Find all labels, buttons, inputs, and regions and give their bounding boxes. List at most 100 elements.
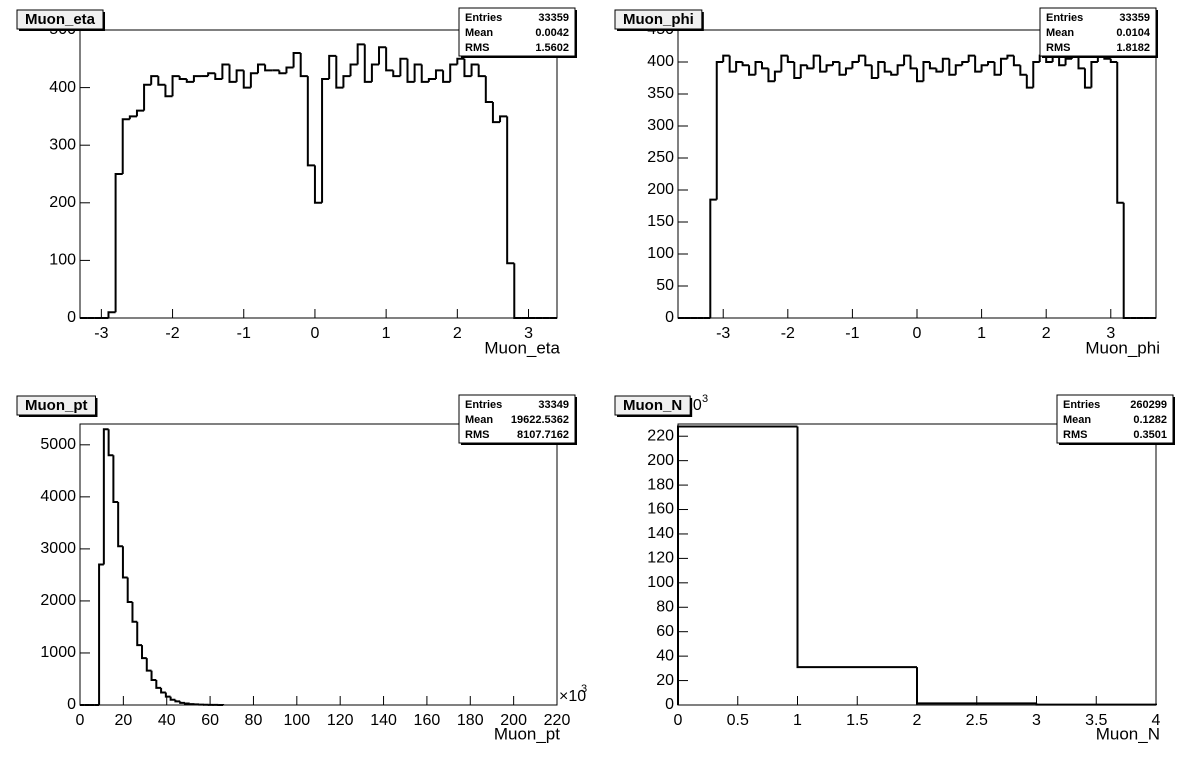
histogram-bin	[442, 70, 451, 83]
y-tick-label: 120	[647, 550, 674, 567]
x-tick-label: 1	[977, 325, 986, 342]
stats-label: RMS	[1046, 42, 1070, 54]
histogram-bin	[207, 72, 216, 77]
histogram-bin	[363, 44, 372, 83]
histogram-bin	[143, 83, 152, 111]
histogram-bin	[128, 115, 137, 120]
histogram-bin	[174, 699, 181, 703]
stats-value: 1.8182	[1116, 42, 1150, 54]
histogram-bin	[1077, 55, 1085, 70]
histogram-bin	[786, 55, 795, 63]
y-tick-label: 0	[665, 309, 674, 326]
histogram-bin	[313, 165, 323, 204]
histogram-bin	[221, 63, 230, 79]
y-tick-label: 5000	[40, 436, 76, 453]
histogram-bin	[392, 70, 401, 78]
histogram-bin	[299, 53, 308, 78]
histogram-bin	[164, 692, 171, 698]
y-tick-label: 50	[656, 277, 674, 294]
histogram-bin	[114, 173, 123, 313]
histogram-bin	[735, 61, 743, 72]
y-tick-label: 0	[67, 696, 76, 713]
histogram-bin	[870, 65, 879, 79]
histogram-bin	[961, 61, 969, 66]
x-tick-label: 0	[674, 712, 683, 729]
histogram-bin	[256, 63, 266, 74]
histogram-bin	[1090, 61, 1098, 88]
histogram-bin	[117, 502, 123, 548]
stats-value: 0.0104	[1116, 27, 1151, 39]
histogram-bin	[278, 70, 287, 75]
histogram-bin	[264, 64, 273, 72]
x-tick-label: 220	[544, 712, 571, 729]
stats-value: 33359	[538, 12, 569, 24]
histogram-bin	[1116, 62, 1124, 204]
histogram-bin	[306, 76, 315, 167]
histogram-bin	[999, 57, 1008, 75]
x-scale-power: 3	[581, 683, 587, 695]
histogram-bin	[980, 64, 989, 72]
histogram-bin	[107, 429, 114, 457]
x-tick-label: -1	[237, 325, 251, 342]
x-tick-label: 0	[913, 325, 922, 342]
stats-value: 0.0042	[535, 27, 569, 39]
stats-label: Mean	[1046, 27, 1074, 39]
histogram-bin	[1064, 57, 1073, 66]
x-tick-label: 2	[913, 712, 922, 729]
histogram-bin	[413, 63, 422, 82]
y-tick-label: 2000	[40, 592, 76, 609]
stats-label: Entries	[465, 399, 502, 411]
x-tick-label: 40	[158, 712, 176, 729]
histogram-bin	[135, 109, 145, 117]
plot-frame	[79, 423, 558, 706]
stats-value: 33349	[538, 399, 569, 411]
histogram-bin	[434, 69, 444, 79]
y-tick-label: 300	[647, 117, 674, 134]
histogram-bin	[499, 115, 508, 123]
y-tick-label: 220	[647, 427, 674, 444]
stats-box	[458, 7, 576, 57]
histogram-bin	[102, 428, 109, 565]
y-tick-label: 100	[647, 245, 674, 262]
histogram-bin	[342, 75, 351, 88]
y-tick-label: 3000	[40, 540, 76, 557]
histogram-bin	[838, 62, 846, 76]
x-tick-label: 80	[245, 712, 263, 729]
histogram-bin	[150, 670, 157, 682]
histogram-bin	[141, 645, 147, 660]
x-tick-label: 180	[457, 712, 484, 729]
histogram-bin	[890, 71, 898, 76]
title-box	[614, 395, 691, 416]
y-tick-label: 180	[647, 476, 674, 493]
histogram-bin	[242, 70, 251, 89]
histogram-bin	[819, 55, 827, 73]
histogram-bin	[754, 61, 762, 75]
histogram-bin	[178, 76, 187, 80]
x-tick-label: 4	[1152, 712, 1161, 729]
stats-label: Entries	[1063, 399, 1100, 411]
x-axis-label: Muon_eta	[484, 338, 560, 357]
x-tick-label: 2.5	[966, 712, 988, 729]
histogram-bin	[107, 311, 116, 318]
histogram-bin	[385, 47, 394, 72]
histogram-bin	[1006, 54, 1014, 59]
histogram-bin	[185, 78, 194, 83]
x-tick-label: 1	[793, 712, 802, 729]
histogram-bin	[728, 55, 737, 73]
histogram-bin	[851, 61, 859, 69]
histogram-bin	[98, 563, 104, 705]
histogram-bin	[406, 58, 415, 83]
histogram-bin	[864, 55, 872, 67]
x-tick-label: -3	[716, 325, 730, 342]
y-tick-label: 60	[656, 623, 674, 640]
histogram-bin	[1012, 55, 1021, 67]
histogram-bin	[121, 118, 130, 174]
x-tick-label: 3.5	[1085, 712, 1107, 729]
histogram-bin	[677, 425, 798, 705]
histogram-bin	[1032, 61, 1040, 88]
title-box	[614, 9, 703, 30]
histogram-bin	[832, 61, 840, 66]
stats-value: 19622.5362	[511, 414, 569, 426]
histogram-bin	[935, 68, 943, 73]
x-tick-label: 3	[524, 325, 533, 342]
